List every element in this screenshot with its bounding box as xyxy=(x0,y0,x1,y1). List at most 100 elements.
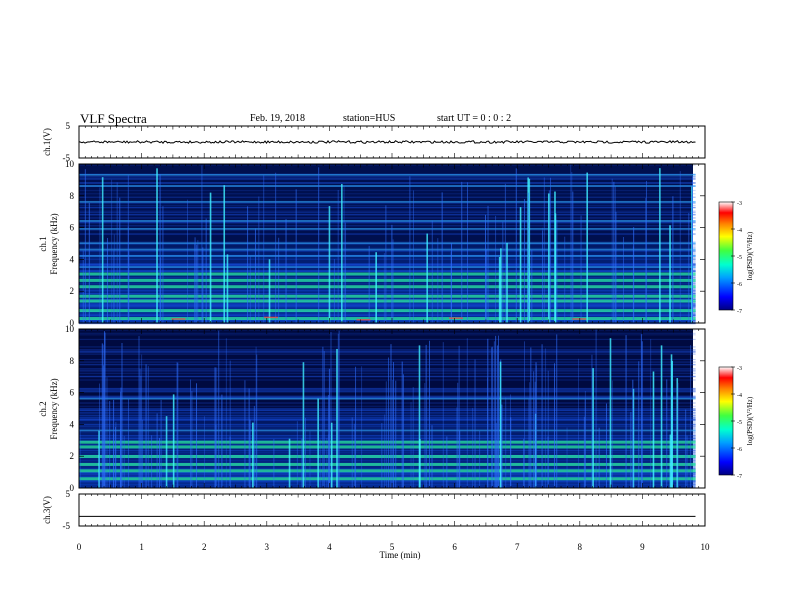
spectrogram-noise-row xyxy=(79,193,696,195)
spectrogram-noise-row xyxy=(79,379,696,381)
spectrogram-streak xyxy=(191,391,193,488)
spectrogram-streak xyxy=(487,338,489,488)
y-tick-label: -5 xyxy=(63,153,71,163)
spectrogram-streak xyxy=(268,259,271,323)
ch1-colorbar xyxy=(718,201,734,311)
spectrogram-streak xyxy=(572,191,574,323)
ch2-spectrogram-ylabel-channel: ch.2 xyxy=(38,401,48,416)
spectrogram-hot-spot xyxy=(572,318,587,320)
spectrogram-streak xyxy=(570,164,572,323)
spectrogram-streak xyxy=(229,360,231,488)
y-tick-label: 10 xyxy=(65,159,75,169)
spectrogram-noise-row xyxy=(79,182,696,184)
spectrogram-streak xyxy=(633,227,635,323)
spectrogram-streak xyxy=(343,185,345,323)
spectrogram-streak xyxy=(84,169,86,323)
spectrogram-noise-row xyxy=(79,332,696,334)
spectrogram-low-band xyxy=(79,432,696,437)
spectrogram-streak xyxy=(254,228,256,323)
spectrogram-streak xyxy=(302,362,305,488)
spectrogram-noise-row xyxy=(79,395,696,397)
spectrogram-noise-row xyxy=(79,233,696,235)
spectrogram-noise-row xyxy=(79,419,696,421)
spectrogram-band xyxy=(79,173,696,176)
spectrogram-band xyxy=(79,255,696,257)
spectrogram-streak xyxy=(177,362,179,488)
spectrogram-low-band xyxy=(79,408,696,413)
spectrogram-noise-row xyxy=(79,277,696,279)
spectrogram-noise-row xyxy=(79,473,696,475)
spectrogram-streak xyxy=(385,205,387,323)
spectrogram-streak xyxy=(451,243,452,323)
spectrogram-streak xyxy=(395,380,397,488)
spectrogram-streak xyxy=(214,367,216,488)
spectrogram-streak xyxy=(677,382,679,488)
spectrogram-streak xyxy=(113,234,115,323)
spectrogram-streak xyxy=(79,430,81,488)
spectrogram-low-band xyxy=(79,480,696,485)
spectrogram-streak xyxy=(498,256,501,323)
spectrogram-streak xyxy=(541,344,543,488)
spectrogram-band xyxy=(79,299,696,303)
spectrogram-streak xyxy=(504,183,506,323)
spectrogram-streak xyxy=(127,226,129,323)
spectrogram-streak xyxy=(139,368,141,488)
spectrogram-noise-row xyxy=(79,298,696,300)
spectrogram-streak xyxy=(128,251,130,323)
spectrogram-noise-row xyxy=(79,351,696,354)
spectrogram-noise-row xyxy=(79,305,696,307)
spectrogram-noise-row xyxy=(79,233,696,236)
spectrogram-streak xyxy=(571,172,573,323)
y-tick-label: 2 xyxy=(70,451,75,461)
spectrogram-streak xyxy=(566,427,568,488)
spectrogram-streak xyxy=(580,215,582,323)
spectrogram-noise-row xyxy=(79,409,696,411)
spectrogram-streak xyxy=(459,430,461,488)
spectrogram-noise-row xyxy=(79,396,696,398)
spectrogram-streak xyxy=(123,435,125,488)
spectrogram-streak xyxy=(226,254,229,323)
spectrogram-streak xyxy=(669,434,672,488)
spectrogram-streak xyxy=(288,438,291,488)
spectrogram-streak xyxy=(249,256,251,323)
spectrogram-streak xyxy=(542,227,544,323)
spectrogram-band xyxy=(79,455,696,458)
spectrogram-streak xyxy=(296,421,298,488)
spectrogram-streak xyxy=(598,427,600,488)
spectrogram-band xyxy=(79,278,696,282)
spectrogram-noise-row xyxy=(79,303,696,305)
spectrogram-streak xyxy=(645,197,647,323)
spectrogram-noise-row xyxy=(79,419,696,421)
spectrogram-noise-row xyxy=(79,182,696,184)
spectrogram-streak xyxy=(544,348,546,488)
spectrogram-streak xyxy=(176,362,178,488)
spectrogram-noise-row xyxy=(79,379,696,381)
y-tick-label: 0 xyxy=(70,318,75,328)
spectrogram-streak xyxy=(625,335,627,488)
spectrogram-low-band xyxy=(79,243,696,248)
spectrogram-noise-row xyxy=(79,178,696,180)
spectrogram-streak xyxy=(485,249,487,323)
spectrogram-streak xyxy=(529,382,531,488)
spectrogram-noise-row xyxy=(79,407,696,410)
spectrogram-streak xyxy=(140,376,142,488)
spectrogram-streak xyxy=(472,407,474,488)
spectrogram-streak xyxy=(156,168,158,323)
spectrogram-streak xyxy=(202,247,204,323)
spectrogram-streak xyxy=(556,334,558,488)
spectrogram-streak xyxy=(611,380,613,488)
ch2-spectrogram-panel xyxy=(78,328,706,489)
spectrogram-streak xyxy=(275,172,277,323)
spectrogram-noise-row xyxy=(79,369,696,371)
spectrogram-streak xyxy=(328,206,331,323)
spectrogram-streak xyxy=(195,383,197,488)
ch1-spectrogram-ylabel-channel: ch.1 xyxy=(38,236,48,251)
spectrogram-streak xyxy=(115,421,117,488)
start-ut-label: start UT = 0 : 0 : 2 xyxy=(437,113,512,124)
spectrogram-streak xyxy=(111,179,113,323)
spectrogram-streak xyxy=(690,345,692,488)
spectrogram-streak xyxy=(309,431,311,488)
spectrogram-streak xyxy=(686,435,688,488)
spectrogram-noise-row xyxy=(79,387,696,390)
spectrogram-noise-row xyxy=(79,368,696,370)
